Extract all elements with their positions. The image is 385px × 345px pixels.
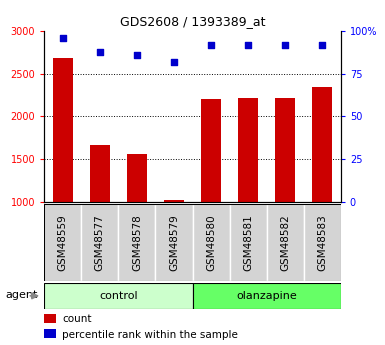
Point xyxy=(208,42,214,48)
Point xyxy=(245,42,251,48)
Bar xyxy=(164,200,184,202)
Text: GSM48583: GSM48583 xyxy=(317,214,327,271)
Bar xyxy=(267,204,304,281)
Text: count: count xyxy=(62,314,92,324)
Bar xyxy=(53,58,73,202)
Text: control: control xyxy=(99,291,138,301)
Text: GDS2608 / 1393389_at: GDS2608 / 1393389_at xyxy=(120,16,265,29)
Point xyxy=(282,42,288,48)
Bar xyxy=(275,98,295,202)
Text: GSM48577: GSM48577 xyxy=(95,214,105,271)
Point xyxy=(60,35,66,41)
Bar xyxy=(156,204,192,281)
Bar xyxy=(90,145,110,202)
Text: agent: agent xyxy=(5,289,38,299)
Text: percentile rank within the sample: percentile rank within the sample xyxy=(62,330,238,340)
Bar xyxy=(229,204,266,281)
Point xyxy=(134,52,140,58)
Point xyxy=(171,59,177,65)
Bar xyxy=(44,204,81,281)
Point xyxy=(97,49,103,54)
Text: GSM48578: GSM48578 xyxy=(132,214,142,271)
Bar xyxy=(81,204,119,281)
Bar xyxy=(201,99,221,202)
Bar xyxy=(44,283,192,309)
Bar xyxy=(312,87,332,202)
Text: GSM48580: GSM48580 xyxy=(206,214,216,271)
Point xyxy=(319,42,325,48)
Bar xyxy=(119,204,156,281)
Text: GSM48581: GSM48581 xyxy=(243,214,253,271)
Bar xyxy=(192,283,341,309)
Text: GSM48559: GSM48559 xyxy=(58,214,68,271)
Text: GSM48582: GSM48582 xyxy=(280,214,290,271)
Bar xyxy=(127,154,147,202)
Bar xyxy=(44,329,56,338)
Text: GSM48579: GSM48579 xyxy=(169,214,179,271)
Bar xyxy=(238,98,258,202)
Text: olanzapine: olanzapine xyxy=(236,291,297,301)
Bar xyxy=(192,204,229,281)
Bar xyxy=(44,314,56,323)
Bar xyxy=(304,204,341,281)
